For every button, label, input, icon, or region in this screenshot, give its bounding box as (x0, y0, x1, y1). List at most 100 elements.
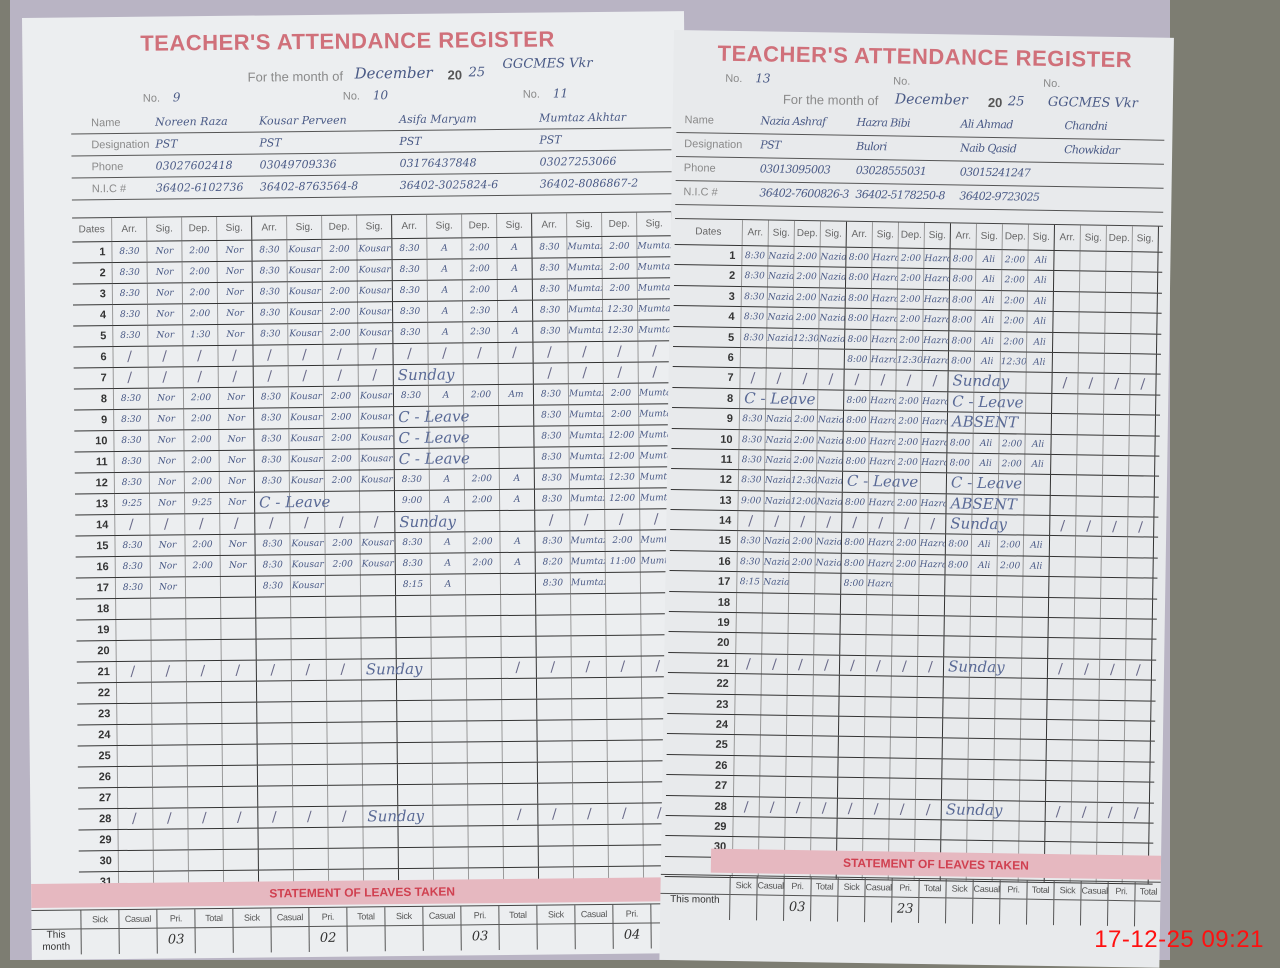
attendance-cell (119, 851, 154, 871)
leaves-value: 04 (614, 923, 651, 947)
attendance-cell (1106, 252, 1132, 272)
attendance-cell (293, 765, 328, 785)
handwritten-note: Sunday (398, 364, 455, 385)
attendance-cell: 2:00 (1002, 291, 1028, 311)
attendance-cell (994, 760, 1020, 780)
attendance-cell (1078, 415, 1104, 435)
attendance-cell: Hazra (922, 412, 948, 432)
attendance-cell (153, 808, 188, 828)
photo-timestamp: 17-12-25 09:21 (1094, 926, 1264, 954)
leaves-cell: Sick (233, 908, 271, 952)
attendance-cell (763, 593, 789, 613)
attendance-cell (223, 787, 258, 807)
attendance-cell (1079, 313, 1105, 333)
attendance-cell: 8:00 (949, 331, 975, 351)
attendance-cell: A (431, 574, 466, 594)
leaves-cell: Sick (946, 879, 974, 923)
date-cell: 14 (75, 515, 115, 535)
column-header: Arr. (743, 220, 769, 245)
attendance-cell (841, 594, 867, 614)
date-cell: 29 (665, 816, 733, 836)
teacher-phone: 03176437848 (399, 156, 476, 171)
attendance-cell: 8:00 (845, 350, 871, 370)
attendance-cell: 2:30 (463, 301, 498, 321)
attendance-cell (605, 510, 640, 530)
attendance-cell (327, 638, 362, 658)
attendance-cell (222, 724, 257, 744)
attendance-cell: Nazia (764, 532, 790, 552)
date-cell: 27 (78, 788, 118, 808)
attendance-cell (326, 596, 361, 616)
date-cell: 3 (73, 284, 113, 304)
column-header: Sig. (637, 212, 672, 235)
attendance-cell: A (429, 385, 464, 405)
attendance-cell: 8:00 (844, 390, 870, 410)
attendance-cell (363, 827, 398, 847)
attendance-cell: 8:00 (947, 453, 973, 473)
attendance-cell (608, 762, 643, 782)
attendance-cell: Kousar (288, 324, 323, 344)
attendance-cell (761, 715, 787, 735)
attendance-cell (737, 613, 763, 633)
attendance-cell (468, 784, 503, 804)
teacher-nic: 36402-6102736 (156, 181, 244, 196)
attendance-cell (996, 678, 1022, 698)
attendance-cell (186, 598, 221, 618)
attendance-cell: Nazia (766, 410, 792, 430)
attendance-cell (294, 849, 329, 869)
attendance-cell (223, 745, 258, 765)
leaves-cell: Sick (1054, 881, 1082, 925)
attendance-cell: Ali (1028, 251, 1054, 271)
attendance-cell (812, 798, 838, 818)
column-header: Sig. (873, 222, 899, 247)
attendance-cell (118, 767, 153, 787)
date-cell: 25 (667, 734, 735, 754)
attendance-cell: 8:30 (738, 552, 764, 572)
attendance-cell (1026, 414, 1052, 434)
date-cell: 16 (670, 551, 738, 571)
attendance-cell: Kousar (288, 303, 323, 323)
attendance-cell: 9:00 (395, 491, 430, 511)
attendance-cell (221, 619, 256, 639)
attendance-cell: 8:30 (115, 452, 150, 472)
attendance-cell (1023, 597, 1049, 617)
attendance-cell (1045, 822, 1071, 842)
attendance-cell: 2:00 (790, 532, 816, 552)
attendance-cell (736, 633, 762, 653)
attendance-cell: Ali (975, 331, 1001, 351)
attendance-cell (220, 514, 255, 534)
attendance-cell: Hazra (871, 330, 897, 350)
attendance-cell (362, 722, 397, 742)
attendance-cell: Mumtaz (568, 321, 603, 341)
school-name: GGCMES Vkr (1048, 95, 1138, 112)
attendance-cell: 8:30 (113, 305, 148, 325)
handwritten-note: C - Leave (399, 448, 470, 469)
attendance-cell: Hazra (867, 574, 893, 594)
attendance-cell: Nazia (765, 450, 791, 470)
attendance-cell: Hazra (871, 309, 897, 329)
attendance-cell (1124, 782, 1150, 802)
attendance-cell (397, 701, 432, 721)
attendance-cell: 11:00 (606, 552, 641, 572)
attendance-cell (608, 783, 643, 803)
attendance-cell (534, 363, 569, 383)
attendance-cell: Kousar (290, 534, 325, 554)
date-cell: 18 (669, 592, 737, 612)
date-cell: 12 (75, 473, 115, 493)
month-label: For the month of (783, 92, 879, 108)
attendance-cell: 2:00 (325, 533, 360, 553)
attendance-cell (971, 617, 997, 637)
attendance-cell (153, 766, 188, 786)
attendance-cell (222, 661, 257, 681)
attendance-cell: Mumtaz (638, 278, 673, 298)
attendance-cell: 2:00 (898, 249, 924, 269)
attendance-cell: Nor (220, 535, 255, 555)
attendance-cell (465, 511, 500, 531)
leaves-header: Casual (575, 905, 612, 924)
attendance-cell: 2:00 (185, 451, 220, 471)
attendance-cell (760, 756, 786, 776)
attendance-cell: Ali (975, 352, 1001, 372)
attendance-cell (1072, 782, 1098, 802)
attendance-cell: 12:30 (897, 350, 923, 370)
attendance-cell: Nor (218, 262, 253, 282)
